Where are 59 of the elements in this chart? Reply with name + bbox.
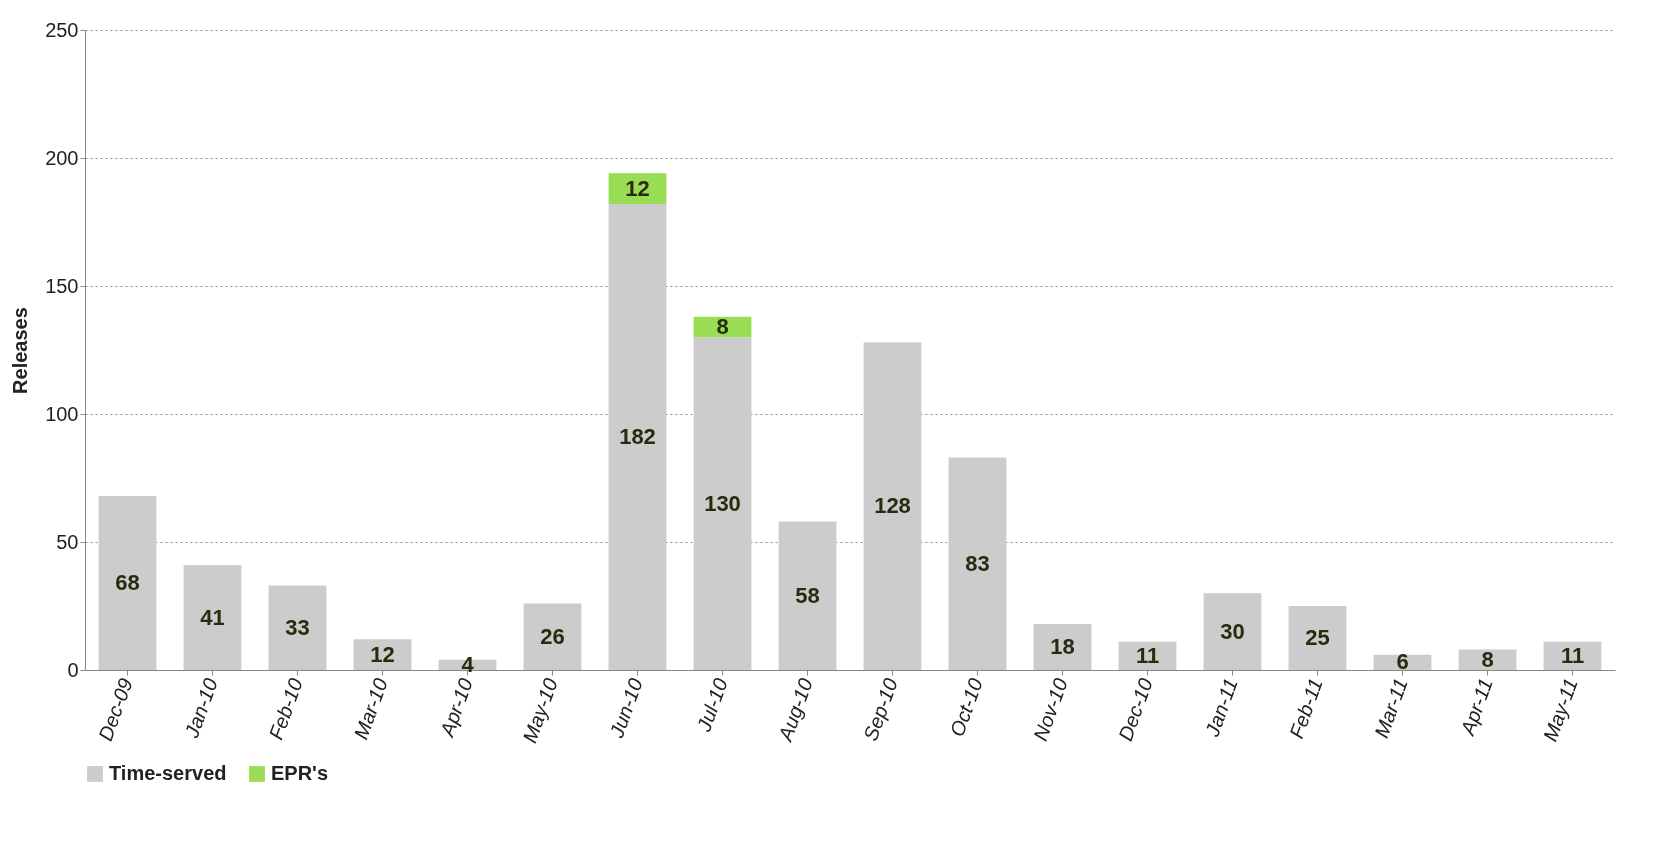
data-label: 18 <box>1050 633 1075 659</box>
bar <box>523 603 582 670</box>
x-tick-label: Dec-09 <box>94 675 137 744</box>
data-label: 26 <box>540 623 565 649</box>
x-tick-label: Mar-10 <box>349 675 392 743</box>
x-tick-label: Jan-11 <box>1200 675 1242 740</box>
data-label: 83 <box>965 550 990 576</box>
bar <box>693 337 752 670</box>
data-label: 6 <box>1396 649 1409 675</box>
y-tick-label: 200 <box>45 146 79 169</box>
bar <box>778 521 837 670</box>
y-tick-label: 250 <box>45 18 79 41</box>
data-label: 12 <box>625 175 650 201</box>
bar <box>608 204 667 670</box>
legend-label: EPR's <box>271 762 329 784</box>
y-tick-label: 0 <box>67 658 79 681</box>
data-label: 11 <box>1135 642 1160 668</box>
x-tick-label: May-10 <box>518 675 562 746</box>
data-label: 25 <box>1305 625 1330 650</box>
y-tick-label: 100 <box>45 402 79 425</box>
x-tick-label: Apr-10 <box>435 675 477 740</box>
x-tick-label: Mar-11 <box>1370 675 1412 741</box>
x-tick-label: May-11 <box>1538 675 1582 745</box>
x-tick-label: Feb-11 <box>1285 675 1327 742</box>
data-label: 4 <box>461 651 475 677</box>
bar <box>1203 593 1262 670</box>
data-label: 68 <box>115 569 140 595</box>
data-label: 8 <box>1481 646 1494 672</box>
data-label: 30 <box>1220 618 1245 644</box>
data-label: 41 <box>200 604 225 630</box>
bar <box>183 565 242 670</box>
data-label: 11 <box>1560 642 1585 668</box>
legend-label: Time-served <box>109 762 227 784</box>
bar <box>98 495 157 670</box>
data-label: 33 <box>285 614 310 640</box>
y-axis-title: Releases <box>9 307 32 394</box>
bar <box>268 585 327 670</box>
data-label: 58 <box>795 582 820 608</box>
y-tick-label: 150 <box>45 274 79 297</box>
bar <box>863 342 922 670</box>
data-label: 130 <box>704 490 741 516</box>
data-label: 128 <box>874 493 911 519</box>
x-tick-label: Aug-10 <box>773 675 817 745</box>
bar <box>1033 623 1092 670</box>
data-label: 12 <box>370 641 395 667</box>
x-tick-label: Jul-10 <box>692 675 732 736</box>
x-tick-label: Oct-10 <box>945 675 987 740</box>
y-tick-label: 50 <box>56 530 79 553</box>
bar <box>948 457 1007 670</box>
x-tick-label: Jan-10 <box>179 675 222 742</box>
x-tick-label: Sep-10 <box>859 675 902 744</box>
x-tick-label: Feb-10 <box>264 675 307 743</box>
x-tick-label: Jun-10 <box>604 675 647 742</box>
data-label: 182 <box>619 424 656 450</box>
data-label: 8 <box>716 313 729 339</box>
x-tick-label: Dec-10 <box>1114 675 1157 744</box>
bar <box>1288 606 1347 670</box>
x-tick-label: Nov-10 <box>1029 675 1072 744</box>
x-tick-label: Apr-11 <box>1455 675 1497 739</box>
